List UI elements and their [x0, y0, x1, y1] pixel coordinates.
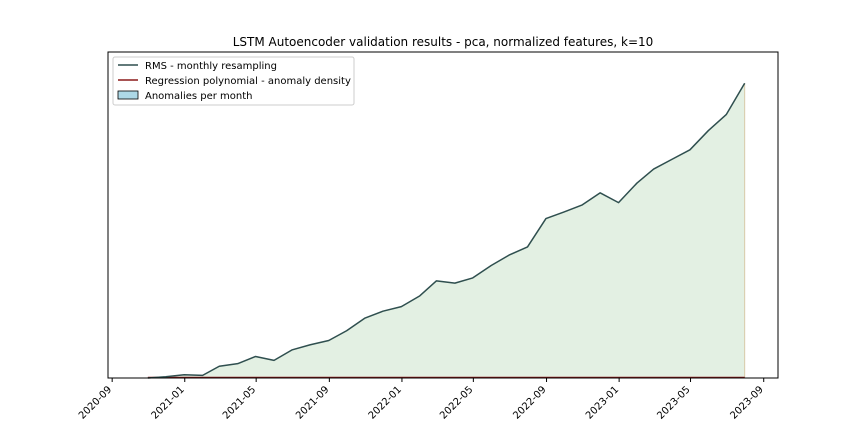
legend-box [112, 56, 355, 106]
legend: RMS - monthly resampling Regression poly… [112, 56, 355, 106]
legend-label-regression: Regression polynomial - anomaly density [145, 76, 351, 87]
x-tick-label-3: 2021-09 [294, 384, 331, 421]
legend-label-anomalies: Anomalies per month [145, 91, 253, 102]
x-tick-label-7: 2023-01 [584, 384, 621, 421]
rms-line [147, 82, 746, 379]
x-tick-label-5: 2022-05 [438, 384, 475, 421]
x-tick-label-1: 2021-01 [150, 384, 187, 421]
x-tick-label-9: 2023-09 [729, 384, 766, 421]
legend-label-rms: RMS - monthly resampling [145, 61, 277, 72]
x-tick-label-2: 2021-05 [221, 384, 258, 421]
legend-swatch-anomalies [117, 90, 139, 100]
x-axis: 2020-09 2021-01 2021-05 2021-09 2022-01 2022-… [77, 378, 766, 422]
x-tick-label-8: 2023-05 [655, 384, 692, 421]
plot-area [147, 82, 746, 379]
x-tick-label-4: 2022-01 [367, 384, 404, 421]
x-tick-label-6: 2022-09 [511, 384, 548, 421]
x-tick-label-0: 2020-09 [77, 384, 114, 421]
plot-frame [107, 51, 779, 379]
chart-title: LSTM Autoencoder validation results - pc… [233, 35, 654, 49]
rms-fill-area [147, 83, 745, 379]
